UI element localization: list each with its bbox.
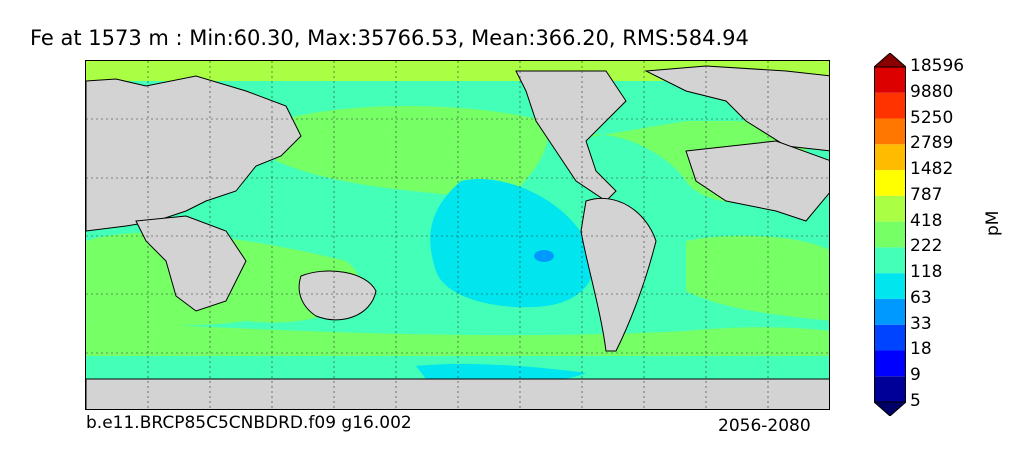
colorbar-tick-label: 222 [910,236,943,257]
colorbar-segment [874,221,906,248]
world-map-ocean-field-icon [86,61,829,409]
colorbar-extend-max [874,53,906,68]
run-id-caption: b.e11.BRCP85C5CNBDRD.f09 g16.002 [86,413,412,433]
colorbar-tick-label: 18 [910,339,932,360]
colorbar-segment [874,324,906,351]
colorbar [874,53,906,416]
colorbar-tick-label: 118 [910,262,943,283]
colorbar-segment [874,92,906,119]
colorbar-tick-label: 5250 [910,107,954,128]
colorbar-tick-label: 418 [910,210,943,231]
colorbar-segment [874,67,906,93]
colorbar-segment [874,170,906,196]
colorbar-tick-label: 5 [910,391,921,411]
map-panel [85,60,830,410]
colorbar-tick-label: 9880 [910,81,954,102]
colorbar-segment [874,247,906,274]
colorbar-unit-label: pM [983,210,1003,236]
plot-title: Fe at 1573 m : Min:60.30, Max:35766.53, … [30,26,749,50]
colorbar-segment [874,273,906,299]
colorbar-segment [874,350,906,377]
colorbar-tick-label: 9 [910,365,921,386]
colorbar-extend-min [874,401,906,416]
colorbar-frame [874,66,906,403]
colorbar-segment [874,195,906,222]
colorbar-segment [874,144,906,171]
colorbar-tick-label: 63 [910,287,932,308]
colorbar-tick-label: 2789 [910,133,954,154]
colorbar-tick-label: 1482 [910,159,954,180]
colorbar-segment [874,118,906,145]
period-caption: 2056-2080 [718,416,811,436]
colorbar-segment [874,298,906,325]
colorbar-tick-label: 787 [910,184,943,205]
colorbar-tick-label: 33 [910,313,932,334]
colorbar-tick-label: 18596 [910,56,965,76]
colorbar-segment [874,376,906,402]
